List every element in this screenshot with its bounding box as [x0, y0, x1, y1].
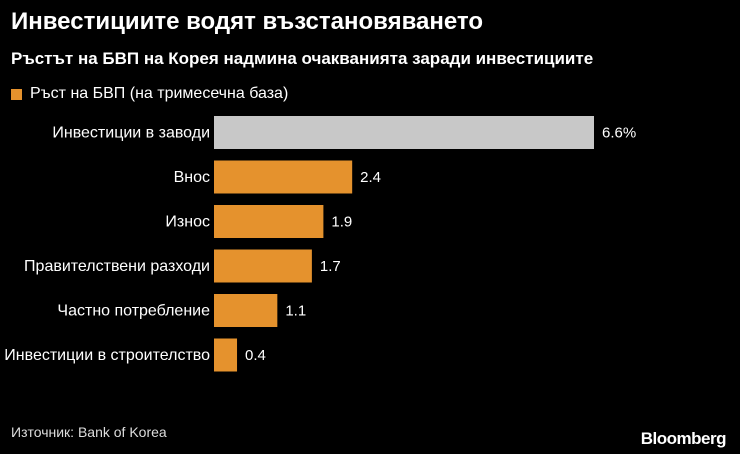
category-label: Частно потребление: [57, 303, 210, 320]
category-label: Инвестиции в строителство: [4, 347, 210, 364]
chart-subtitle: Ръстът на БВП на Корея надмина очаквания…: [11, 49, 594, 68]
bar: [214, 249, 312, 283]
category-label: Инвестиции в заводи: [52, 125, 210, 142]
bar: [214, 205, 324, 238]
bar: [214, 160, 353, 194]
bar: [214, 294, 278, 327]
value-label: 1.9: [331, 214, 352, 231]
value-label: 1.1: [285, 303, 306, 320]
category-label: Износ: [165, 214, 210, 231]
chart-title: Инвестициите водят възстановяването: [11, 8, 483, 35]
category-label: Внос: [174, 169, 210, 186]
value-label: 6.6%: [602, 125, 636, 142]
legend-label: Ръст на БВП (на тримесечна база): [30, 85, 289, 102]
value-label: 2.4: [360, 169, 381, 186]
category-label: Правителствени разходи: [24, 258, 210, 275]
legend: Ръст на БВП (на тримесечна база): [11, 85, 288, 103]
bar: [214, 116, 594, 149]
source-note: Източник: Bank of Korea: [11, 424, 167, 440]
bar: [214, 338, 238, 372]
value-label: 0.4: [245, 347, 266, 364]
legend-swatch: [11, 88, 22, 100]
value-label: 1.7: [320, 258, 341, 275]
bloomberg-logo: Bloomberg: [640, 429, 727, 448]
